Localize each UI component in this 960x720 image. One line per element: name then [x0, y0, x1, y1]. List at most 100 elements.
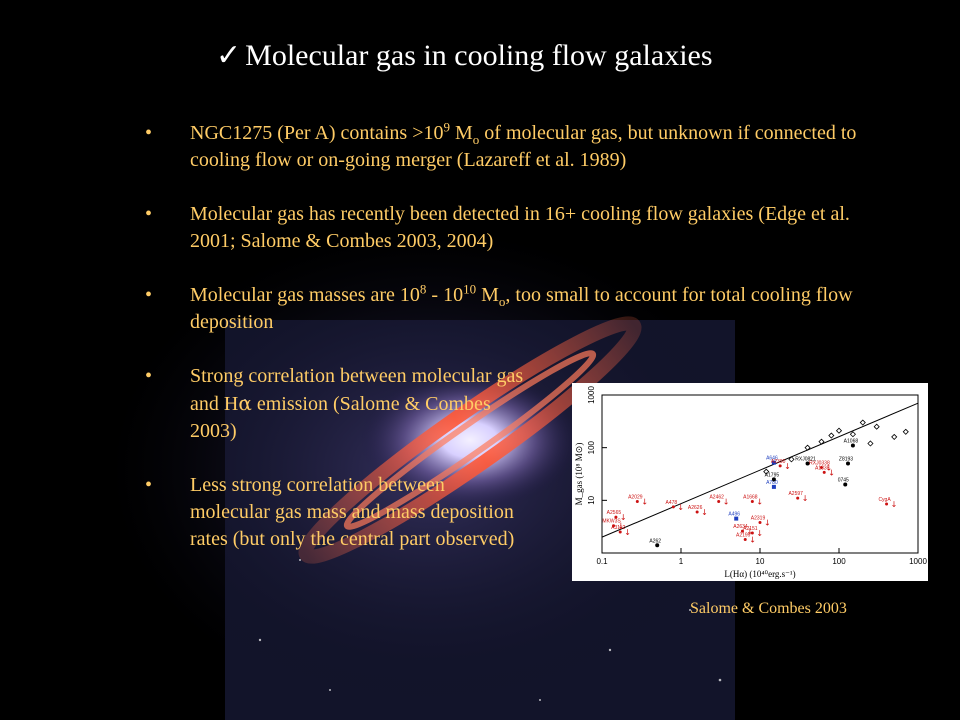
- point-label: A646: [766, 456, 778, 462]
- bullet-text: M: [476, 284, 499, 306]
- upper-limit-arrow: ↓: [784, 462, 791, 471]
- point-label: MKW3S: [602, 519, 621, 525]
- point-label: CygA: [878, 497, 891, 503]
- data-point: [873, 423, 880, 430]
- upper-limit-arrow: ↓: [828, 468, 835, 477]
- data-point: [902, 428, 909, 435]
- y-tick-label: 100: [587, 440, 596, 454]
- upper-limit-arrow: ↓: [641, 498, 648, 507]
- upper-limit-arrow: ↓: [802, 494, 809, 503]
- point-label: A496: [728, 512, 740, 518]
- upper-limit-arrow: ↓: [701, 508, 708, 517]
- data-point: [655, 543, 660, 548]
- data-point: [818, 438, 825, 445]
- y-axis-label: M_gas (10⁸ M⊙): [574, 443, 584, 506]
- upper-limit-arrow: ↓: [624, 528, 631, 537]
- point-label: A2319: [751, 515, 766, 521]
- data-point: [612, 524, 616, 528]
- data-point: [743, 538, 747, 542]
- data-point: [828, 432, 835, 439]
- bullet-marker: •: [145, 365, 153, 387]
- point-label: A2390: [771, 459, 786, 465]
- bullet-marker: •: [145, 284, 153, 306]
- data-point: [804, 444, 811, 451]
- upper-limit-arrow: ↓: [749, 536, 756, 545]
- data-point: [849, 431, 856, 438]
- upper-limit-arrow: ↓: [746, 527, 753, 536]
- bullet-subscript: o: [472, 132, 480, 147]
- data-point: [758, 520, 762, 524]
- point-label: A1835: [815, 465, 830, 471]
- data-point: [717, 500, 721, 504]
- point-label: 0745: [838, 477, 849, 483]
- upper-limit-arrow: ↓: [825, 464, 832, 473]
- bullet-superscript: 9: [443, 119, 450, 135]
- point-label: A1068: [844, 438, 859, 444]
- data-point: [846, 461, 851, 466]
- point-label: A2626: [688, 505, 703, 511]
- bullet-item: • NGC1275 (Per A) contains >109 Mo of mo…: [145, 120, 885, 174]
- bullet-text: of molecular gas, but unknown if connect…: [190, 122, 857, 171]
- data-point: [750, 531, 754, 535]
- data-point: [734, 516, 739, 521]
- upper-limit-arrow: ↓: [756, 498, 763, 507]
- data-point: [750, 500, 754, 504]
- x-axis-label: L(Hα) (10⁴⁰erg.s⁻¹): [724, 569, 795, 579]
- figure-caption: Salome & Combes 2003: [690, 600, 847, 617]
- y-tick-label: 1000: [587, 386, 596, 404]
- bullet-marker: •: [145, 203, 153, 225]
- bullet-marker: •: [145, 474, 153, 496]
- upper-limit-arrow: ↓: [756, 529, 763, 538]
- x-tick-label: 1: [679, 557, 684, 566]
- slide-title: ✓ Molecular gas in cooling flow galaxies: [216, 38, 713, 73]
- data-point: [859, 419, 866, 426]
- scatter-plot-figure: 0.1 1 10 100 1000 10 100 1000 L(Hα) (10⁴⁰erg.s⁻¹…: [572, 383, 928, 581]
- upper-limit-arrow: ↓: [620, 513, 627, 522]
- data-point: [671, 505, 675, 509]
- point-label: A2565: [607, 510, 622, 516]
- point-label: Z8193: [839, 457, 853, 463]
- data-point: [614, 515, 618, 519]
- bullet-item: • Less strong correlation between molecu…: [145, 472, 525, 553]
- data-point: [740, 529, 744, 533]
- y-tick-label: 10: [587, 495, 596, 504]
- data-point: [771, 484, 776, 489]
- x-tick-label: 0.1: [596, 557, 608, 566]
- bullet-superscript: 8: [419, 281, 427, 297]
- bullet-text: NGC1275 (Per A) contains >10: [190, 122, 444, 144]
- point-label: A1795: [765, 472, 780, 478]
- data-point: [796, 496, 800, 500]
- bullet-text: - 10: [426, 284, 464, 306]
- data-point: [763, 468, 770, 475]
- bullet-list: • NGC1275 (Per A) contains >109 Mo of mo…: [145, 120, 885, 580]
- bullet-superscript: 10: [463, 281, 477, 297]
- point-label: A2199: [736, 533, 751, 539]
- bullet-text: Molecular gas masses are 10: [190, 284, 420, 306]
- bullet-text: Strong correlation between molecular gas…: [190, 365, 524, 415]
- upper-limit-arrow: ↓: [618, 522, 625, 531]
- x-tick-label: 10: [756, 557, 765, 566]
- x-tick-label: 100: [832, 557, 846, 566]
- data-point: [771, 460, 776, 465]
- bullet-text: Molecular gas has recently been detected…: [190, 203, 850, 252]
- data-point: [891, 433, 898, 440]
- point-label: RXJ0338: [809, 461, 830, 467]
- data-point: [835, 427, 843, 434]
- bullet-item: • Molecular gas has recently been detect…: [145, 201, 885, 255]
- upper-limit-arrow: ↓: [723, 498, 730, 507]
- data-point: [850, 443, 855, 448]
- bullet-text: emission (Salome & Combes 2003): [190, 393, 491, 442]
- data-point: [885, 502, 889, 506]
- data-point: [695, 510, 699, 514]
- point-label: A2597: [788, 491, 803, 497]
- checkmark-icon: ✓: [216, 39, 242, 72]
- data-point: [778, 464, 782, 468]
- data-point: [843, 482, 848, 487]
- point-label: RXJ0821: [795, 457, 816, 463]
- data-point: [867, 440, 874, 447]
- data-point: [635, 500, 639, 504]
- data-point: [788, 456, 795, 463]
- fit-line: [601, 402, 919, 538]
- bullet-marker: •: [145, 122, 153, 144]
- slide-title-text: Molecular gas in cooling flow galaxies: [245, 39, 713, 72]
